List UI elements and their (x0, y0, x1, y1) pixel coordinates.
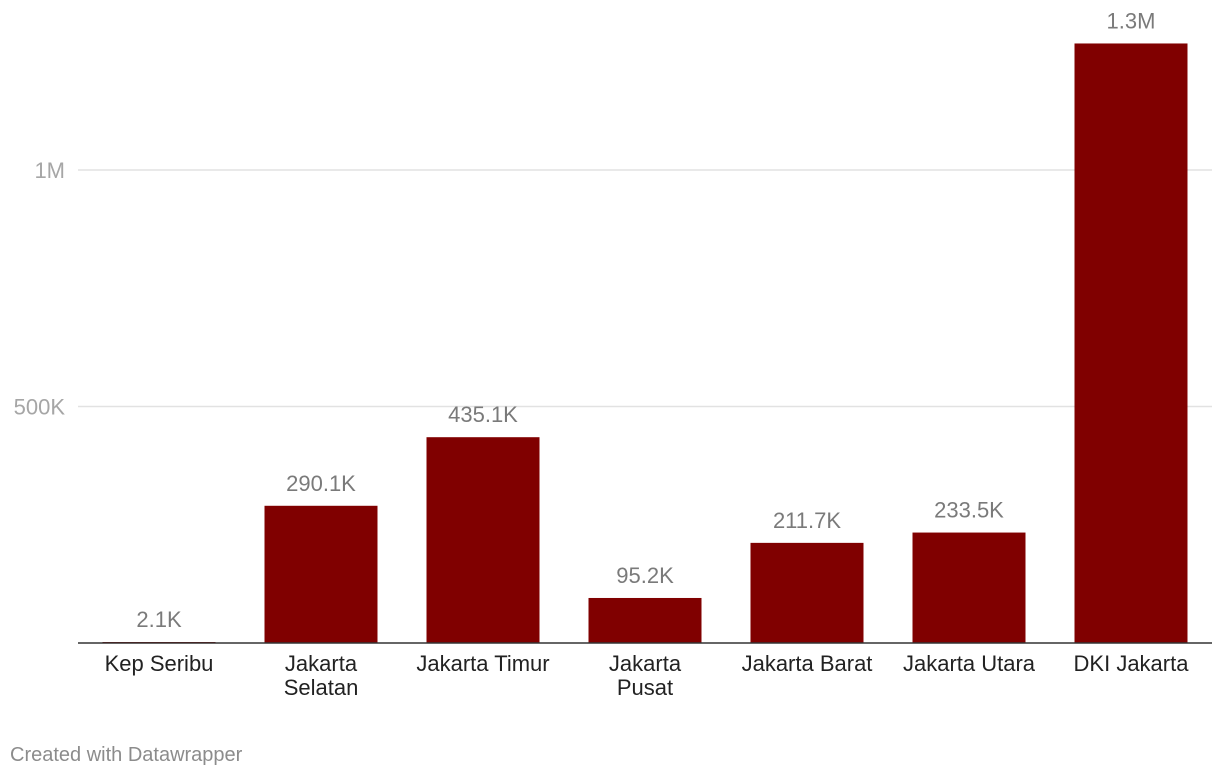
value-label-1: 290.1K (286, 471, 356, 496)
credit-text: Created with Datawrapper (10, 744, 243, 766)
category-label-2: Jakarta Timur (416, 651, 549, 676)
bar-2 (426, 437, 540, 643)
category-label-line: Selatan (284, 675, 359, 700)
bar-5 (912, 532, 1026, 643)
category-label-line: DKI Jakarta (1074, 651, 1190, 676)
category-label-5: Jakarta Utara (903, 651, 1036, 676)
value-label-5: 233.5K (934, 498, 1004, 523)
value-label-3: 95.2K (616, 563, 674, 588)
category-label-0: Kep Seribu (105, 651, 214, 676)
value-label-6: 1.3M (1107, 8, 1156, 33)
category-label-line: Kep Seribu (105, 651, 214, 676)
bar-4 (750, 542, 864, 643)
category-label-line: Jakarta Utara (903, 651, 1036, 676)
category-label-1: Jakarta Selatan (284, 651, 359, 700)
category-label-4: Jakarta Barat (742, 651, 873, 676)
value-label-0: 2.1K (136, 607, 182, 632)
bar-3 (588, 597, 702, 643)
category-label-line: Jakarta (285, 651, 358, 676)
value-label-4: 211.7K (773, 508, 841, 533)
category-label-line: Pusat (617, 675, 673, 700)
bar-6 (1074, 43, 1188, 644)
bar-1 (264, 505, 378, 643)
category-label-6: DKI Jakarta (1074, 651, 1190, 676)
category-label-3: Jakarta Pusat (609, 651, 682, 700)
category-label-line: Jakarta Barat (742, 651, 873, 676)
value-label-2: 435.1K (448, 402, 518, 427)
y-tick-label-0: 500K (14, 395, 66, 420)
y-tick-label-1: 1M (34, 158, 65, 183)
category-label-line: Jakarta Timur (416, 651, 549, 676)
category-label-line: Jakarta (609, 651, 682, 676)
